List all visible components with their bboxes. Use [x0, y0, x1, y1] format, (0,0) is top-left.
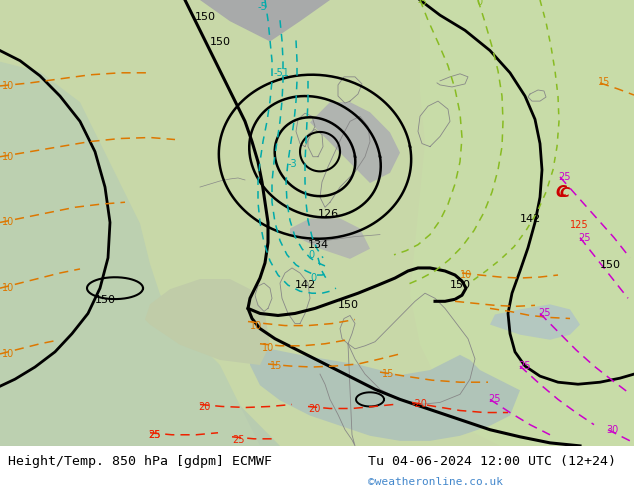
Text: 142: 142: [295, 280, 316, 290]
Text: 10: 10: [460, 270, 472, 280]
Text: 10: 10: [2, 283, 14, 293]
Text: 25: 25: [538, 309, 550, 318]
Text: C: C: [555, 185, 566, 200]
Polygon shape: [0, 0, 280, 446]
Text: -3: -3: [288, 159, 297, 169]
Text: 10: 10: [2, 349, 14, 359]
Polygon shape: [250, 345, 520, 441]
Text: 25: 25: [558, 172, 571, 182]
Text: ©weatheronline.co.uk: ©weatheronline.co.uk: [368, 477, 503, 487]
Text: 134: 134: [308, 240, 329, 250]
Text: 0: 0: [476, 0, 482, 7]
Polygon shape: [410, 0, 634, 446]
Text: 10: 10: [250, 320, 262, 331]
Text: C: C: [560, 186, 570, 200]
Text: 15: 15: [270, 361, 282, 371]
Text: 0: 0: [310, 273, 316, 283]
Text: -5: -5: [258, 2, 268, 12]
Text: Height/Temp. 850 hPa [gdpm] ECMWF: Height/Temp. 850 hPa [gdpm] ECMWF: [8, 455, 271, 468]
Polygon shape: [160, 0, 330, 42]
Text: 150: 150: [210, 38, 231, 48]
Polygon shape: [0, 0, 260, 446]
Text: 10: 10: [2, 81, 14, 91]
Text: 25: 25: [578, 233, 590, 243]
Text: 20: 20: [308, 404, 320, 414]
Text: 142: 142: [520, 215, 541, 224]
Text: -5: -5: [418, 0, 428, 7]
Text: 150: 150: [95, 295, 116, 305]
Text: -51: -51: [274, 68, 290, 78]
Text: 25: 25: [232, 435, 245, 445]
Polygon shape: [490, 304, 580, 340]
Text: 25: 25: [488, 394, 500, 404]
Text: 150: 150: [338, 300, 359, 310]
Text: 10: 10: [2, 218, 14, 227]
Text: 150: 150: [195, 12, 216, 22]
Polygon shape: [290, 219, 370, 259]
Text: 30: 30: [606, 425, 618, 435]
Text: 25: 25: [518, 361, 531, 371]
Polygon shape: [310, 102, 400, 183]
Text: 10: 10: [2, 152, 14, 162]
Polygon shape: [145, 279, 270, 365]
Text: 10: 10: [262, 343, 275, 353]
Text: 20: 20: [198, 401, 210, 412]
Text: 150: 150: [600, 260, 621, 270]
Text: 25: 25: [148, 430, 160, 440]
Text: -20: -20: [412, 399, 428, 410]
Text: 126: 126: [318, 209, 339, 220]
Text: 0: 0: [308, 250, 314, 260]
Text: 150: 150: [450, 280, 471, 290]
Text: 15: 15: [598, 77, 611, 87]
Text: 25: 25: [148, 430, 160, 440]
Text: Tu 04-06-2024 12:00 UTC (12+24): Tu 04-06-2024 12:00 UTC (12+24): [368, 455, 616, 468]
Text: 125: 125: [570, 220, 588, 229]
Text: 15: 15: [382, 369, 394, 379]
